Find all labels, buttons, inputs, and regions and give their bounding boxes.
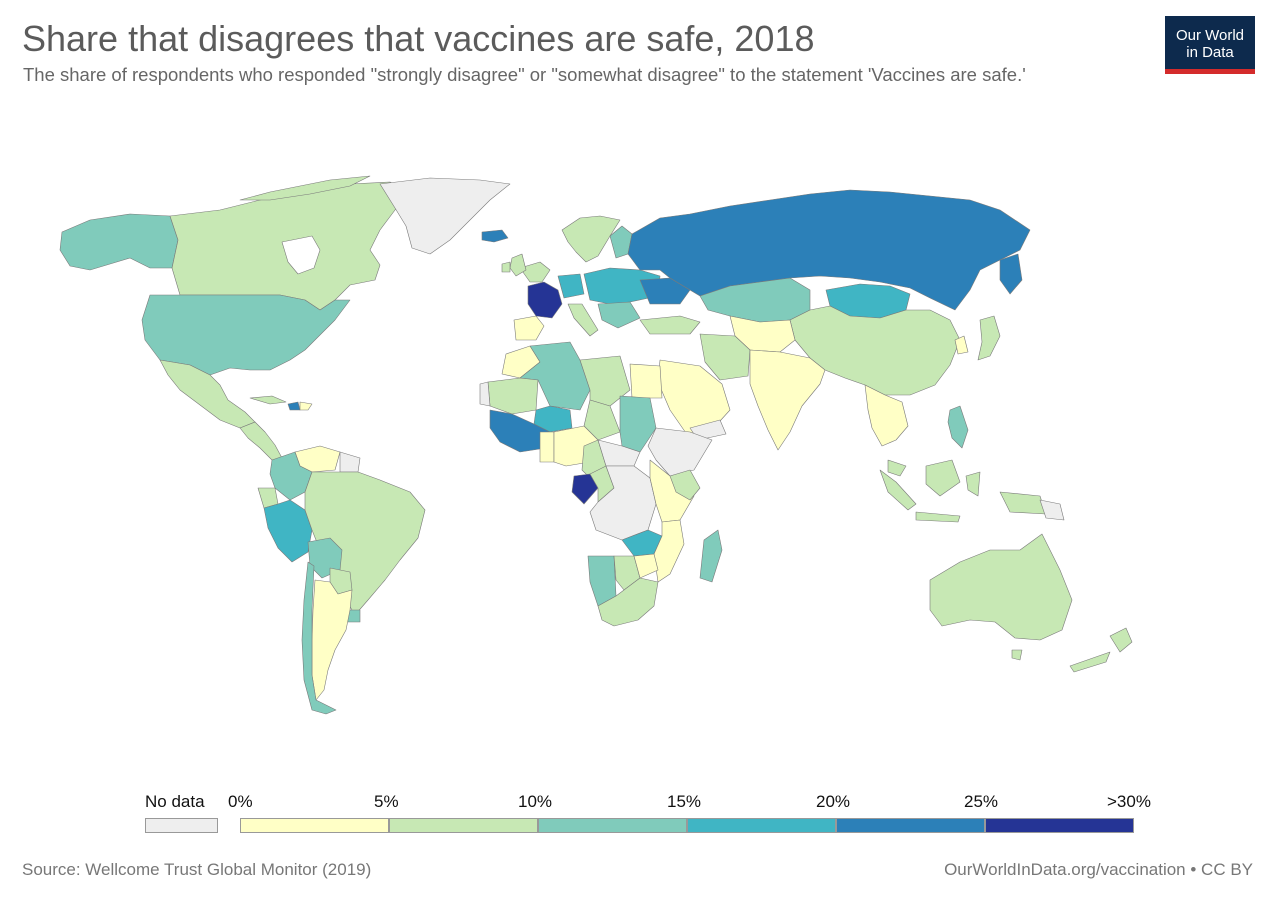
region-iran[interactable] <box>699 333 751 381</box>
region-peru[interactable] <box>263 499 313 563</box>
legend-bin-25-30[interactable] <box>985 818 1134 833</box>
chart-title: Share that disagrees that vaccines are s… <box>22 18 815 59</box>
region-gabon[interactable] <box>571 473 599 505</box>
region-mauritania[interactable] <box>487 377 539 415</box>
region-papua[interactable] <box>999 491 1047 515</box>
region-papua-new-guinea[interactable] <box>1039 499 1065 521</box>
region-mozambique[interactable] <box>653 519 685 583</box>
region-australia[interactable] <box>929 533 1073 641</box>
legend: No data 0% 5% 10% 15% 20% 25% >30% <box>0 780 1280 840</box>
region-united-kingdom[interactable] <box>509 253 527 277</box>
region-western-sahara[interactable] <box>479 381 491 407</box>
legend-no-data-label: No data <box>145 792 205 811</box>
region-ukraine[interactable] <box>639 277 691 305</box>
region-central-america[interactable] <box>239 421 283 461</box>
region-iberia[interactable] <box>513 315 545 341</box>
region-new-zealand-south[interactable] <box>1069 651 1111 673</box>
region-chile[interactable] <box>301 561 337 715</box>
region-iceland[interactable] <box>481 229 509 243</box>
region-argentina[interactable] <box>311 579 353 701</box>
region-dominican-republic[interactable] <box>299 401 313 411</box>
region-haiti[interactable] <box>287 401 301 411</box>
logo-line-1: Our World <box>1175 27 1245 44</box>
region-japan[interactable] <box>977 315 1001 361</box>
region-madagascar[interactable] <box>699 529 723 583</box>
region-chad[interactable] <box>583 399 621 441</box>
region-india[interactable] <box>749 349 826 451</box>
region-balkans[interactable] <box>597 301 641 329</box>
region-indonesia-sulawesi[interactable] <box>965 471 981 497</box>
region-germany[interactable] <box>557 273 585 299</box>
region-southeast-asia[interactable] <box>864 384 909 447</box>
region-ireland[interactable] <box>501 261 511 273</box>
legend-tick-0: 0% <box>228 792 253 811</box>
legend-tick-30: >30% <box>1107 792 1151 811</box>
legend-tick-20: 20% <box>816 792 851 811</box>
region-indonesia-sumatra[interactable] <box>879 469 917 511</box>
region-new-zealand[interactable] <box>1109 627 1133 653</box>
region-cuba[interactable] <box>249 395 287 405</box>
region-russia[interactable] <box>627 189 1031 311</box>
world-map <box>59 175 1133 715</box>
region-tasmania[interactable] <box>1011 649 1023 661</box>
credit-link[interactable]: OurWorldInData.org/vaccination • CC BY <box>944 860 1253 879</box>
legend-bin-15-20[interactable] <box>687 818 836 833</box>
legend-bin-20-25[interactable] <box>836 818 985 833</box>
region-guianas[interactable] <box>339 451 361 473</box>
legend-bin-5-10[interactable] <box>389 818 538 833</box>
legend-tick-10: 10% <box>518 792 553 811</box>
region-canada-arctic-islands[interactable] <box>239 175 371 201</box>
legend-no-data-swatch[interactable] <box>145 818 218 833</box>
region-italy[interactable] <box>567 303 599 337</box>
logo-line-2: in Data <box>1186 44 1234 61</box>
region-alaska[interactable] <box>59 213 179 271</box>
legend-tick-5: 5% <box>374 792 399 811</box>
region-western-europe[interactable] <box>519 261 551 283</box>
legend-bin-0-5[interactable] <box>240 818 389 833</box>
legend-tick-25: 25% <box>964 792 999 811</box>
region-malaysia[interactable] <box>887 459 907 477</box>
region-ghana-togo[interactable] <box>539 431 555 463</box>
chart-subtitle: The share of respondents who responded "… <box>23 64 1026 85</box>
legend-tick-15: 15% <box>667 792 702 811</box>
region-indonesia-borneo[interactable] <box>925 459 961 497</box>
region-algeria-niger[interactable] <box>519 341 591 411</box>
owid-logo[interactable]: Our World in Data <box>1165 16 1255 74</box>
region-scandinavia[interactable] <box>561 215 621 263</box>
source-note[interactable]: Source: Wellcome Trust Global Monitor (2… <box>22 860 372 879</box>
hudson-bay <box>281 235 321 275</box>
region-indonesia-java[interactable] <box>915 511 961 523</box>
region-russia-far-east[interactable] <box>999 253 1023 295</box>
region-egypt[interactable] <box>629 363 663 399</box>
region-south-korea[interactable] <box>954 335 969 355</box>
region-kenya[interactable] <box>669 469 701 501</box>
legend-bin-10-15[interactable] <box>538 818 687 833</box>
region-zimbabwe[interactable] <box>633 553 659 579</box>
region-central-african-republic[interactable] <box>597 439 641 467</box>
region-south-africa[interactable] <box>597 577 659 627</box>
region-france[interactable] <box>527 281 563 319</box>
region-philippines[interactable] <box>947 405 969 449</box>
region-turkey[interactable] <box>639 315 701 335</box>
region-greenland[interactable] <box>379 177 511 255</box>
